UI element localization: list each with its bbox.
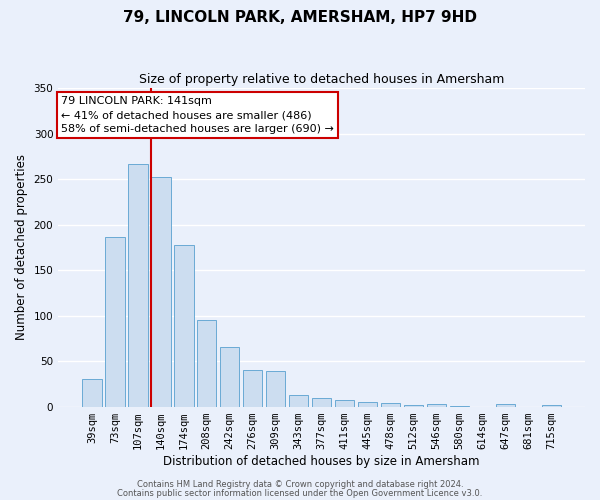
Bar xyxy=(266,371,286,406)
Bar xyxy=(128,164,148,406)
Bar xyxy=(335,400,355,406)
Bar xyxy=(496,404,515,406)
Bar xyxy=(151,177,170,406)
Bar xyxy=(404,405,423,406)
Text: 79 LINCOLN PARK: 141sqm
← 41% of detached houses are smaller (486)
58% of semi-d: 79 LINCOLN PARK: 141sqm ← 41% of detache… xyxy=(61,96,334,134)
Bar xyxy=(542,405,561,406)
Bar xyxy=(381,403,400,406)
Bar xyxy=(358,402,377,406)
Bar xyxy=(312,398,331,406)
Text: Contains HM Land Registry data © Crown copyright and database right 2024.: Contains HM Land Registry data © Crown c… xyxy=(137,480,463,489)
Bar xyxy=(289,395,308,406)
Bar xyxy=(197,320,217,406)
Bar xyxy=(427,404,446,406)
X-axis label: Distribution of detached houses by size in Amersham: Distribution of detached houses by size … xyxy=(163,454,480,468)
Bar xyxy=(243,370,262,406)
Text: 79, LINCOLN PARK, AMERSHAM, HP7 9HD: 79, LINCOLN PARK, AMERSHAM, HP7 9HD xyxy=(123,10,477,25)
Bar xyxy=(220,348,239,406)
Text: Contains public sector information licensed under the Open Government Licence v3: Contains public sector information licen… xyxy=(118,489,482,498)
Bar xyxy=(82,380,101,406)
Bar xyxy=(174,244,194,406)
Title: Size of property relative to detached houses in Amersham: Size of property relative to detached ho… xyxy=(139,72,504,86)
Y-axis label: Number of detached properties: Number of detached properties xyxy=(15,154,28,340)
Bar xyxy=(105,238,125,406)
